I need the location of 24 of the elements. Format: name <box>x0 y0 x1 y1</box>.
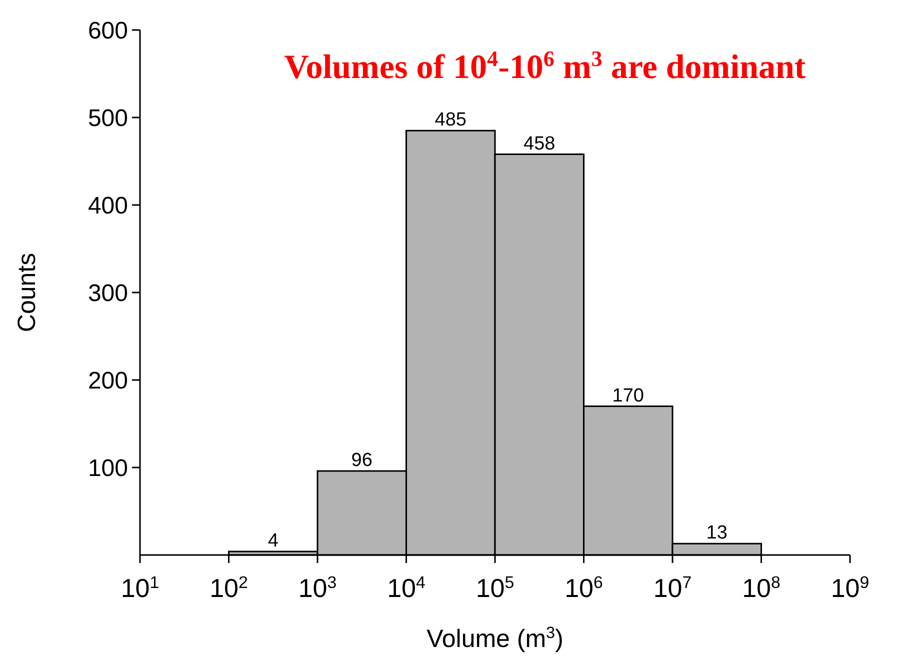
x-tick-label: 10$^{2}$ <box>210 572 248 603</box>
x-tick-label: 10$^{3}$ <box>298 572 337 603</box>
y-tick-label: 300 <box>88 280 128 307</box>
x-tick-label: 10$^{9}$ <box>830 572 870 603</box>
x-axis-title: Volume (m$^{3}$) <box>426 624 564 653</box>
y-tick-label: 500 <box>88 104 128 132</box>
x-tick-label: 10$^{7}$ <box>653 572 692 603</box>
data-label: 13 <box>706 522 728 544</box>
data-label: 4 <box>268 530 279 552</box>
data-label: 170 <box>612 385 644 406</box>
data-label: 485 <box>434 110 466 131</box>
x-tick-label: 10$^{5}$ <box>476 572 514 603</box>
y-tick-label: 400 <box>88 192 128 220</box>
x-tick-label: 10$^{8}$ <box>742 572 780 603</box>
y-axis-title: Counts <box>13 252 41 332</box>
text: Volumes of 10$^{4}$-10$^{6}$ m$^{3}$ are dominant <box>284 46 806 86</box>
data-label: 96 <box>351 450 372 471</box>
x-tick-label: 10$^{4}$ <box>387 572 426 603</box>
data-label: 458 <box>524 133 556 154</box>
y-tick-label: 600 <box>88 17 128 44</box>
x-tick-label: 10$^{1}$ <box>120 572 160 603</box>
y-tick-label: 100 <box>88 454 128 482</box>
y-tick-label: 200 <box>88 367 128 394</box>
x-tick-label: 10$^{6}$ <box>564 572 603 603</box>
